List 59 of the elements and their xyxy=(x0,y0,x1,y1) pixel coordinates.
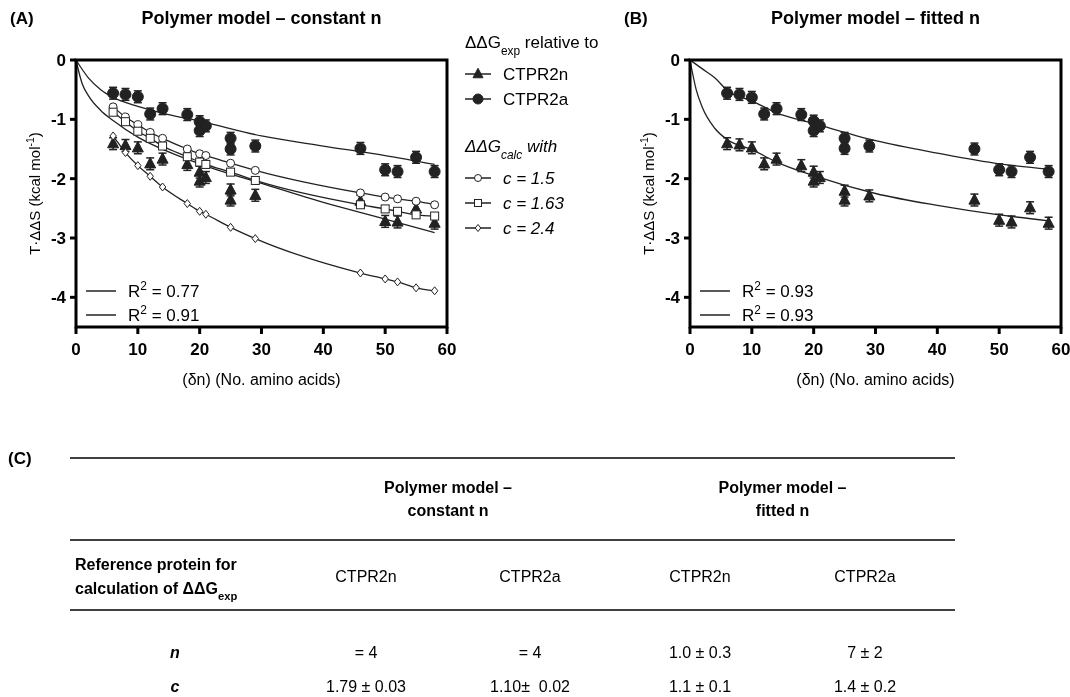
category-label: Reference protein for calculation of ΔΔG$_{exp}$ xyxy=(75,556,238,602)
y-tick-label: -4 xyxy=(664,288,681,308)
text: Polymer model – fitted n xyxy=(718,479,847,519)
legend-label: c = 2.4 xyxy=(503,219,555,238)
y-tick-label: 0 xyxy=(670,51,680,70)
category-label: CTPR2n xyxy=(669,568,731,585)
legend-label: R$^{2}$ = 0.77 xyxy=(128,279,200,301)
text: 1.1 ± 0.1 xyxy=(668,678,732,695)
y-tick-label: -1 xyxy=(664,110,680,130)
legend-label: R$^{2}$ = 0.91 xyxy=(128,303,200,325)
x-tick-label: 50 xyxy=(989,340,1009,359)
chart-title: Polymer model – fitted n xyxy=(770,8,981,28)
legend-label: c = 1.63 xyxy=(503,194,565,213)
x-tick-label: 40 xyxy=(313,340,333,359)
legend-label: R$^{2}$ = 0.93 xyxy=(742,279,814,301)
y-tick-label: -2 xyxy=(50,169,66,189)
text: Polymer model – constant n xyxy=(383,479,513,519)
category-label: CTPR2a xyxy=(499,568,561,585)
y-tick-label: 0 xyxy=(56,51,66,70)
x-tick-label: 0 xyxy=(71,340,81,359)
y-tick-label: -3 xyxy=(664,229,680,248)
x-axis-title: (δn) (No. amino acids) xyxy=(182,371,341,388)
y-tick-label: -3 xyxy=(50,229,66,248)
category-label: CTPR2n xyxy=(335,568,397,585)
category-label: c xyxy=(170,678,180,695)
x-tick-label: 10 xyxy=(742,340,762,359)
x-tick-label: 30 xyxy=(866,340,885,359)
legend-title: ΔΔG$_{exp}$ relative to xyxy=(465,33,599,58)
x-axis-title: (δn) (No. amino acids) xyxy=(796,371,955,388)
y-tick-label: -2 xyxy=(664,169,680,189)
y-tick-label: -1 xyxy=(50,110,66,130)
x-tick-label: 10 xyxy=(128,340,148,359)
x-tick-label: 50 xyxy=(375,340,395,359)
x-tick-label: 60 xyxy=(1051,340,1070,359)
legend-label: R$^{2}$ = 0.93 xyxy=(742,303,814,325)
text: 1.79 ± 0.03 xyxy=(326,678,406,695)
text: (B) xyxy=(624,9,648,28)
text: = 4 xyxy=(354,644,378,661)
chart-title: Polymer model – constant n xyxy=(141,8,382,28)
legend-label: CTPR2n xyxy=(503,65,569,84)
category-label: CTPR2a xyxy=(834,568,896,585)
x-tick-label: 20 xyxy=(190,340,210,359)
legend-label: CTPR2a xyxy=(503,90,569,109)
text: ΔΔG$_{calc}$ with xyxy=(464,137,558,162)
x-tick-label: 30 xyxy=(252,340,271,359)
text: 1.4 ± 0.2 xyxy=(833,678,897,695)
text: (A) xyxy=(10,9,34,28)
x-tick-label: 0 xyxy=(685,340,695,359)
text: (C) xyxy=(8,449,32,468)
text: = 4 xyxy=(518,644,542,661)
x-tick-label: 60 xyxy=(437,340,457,359)
x-tick-label: 40 xyxy=(927,340,947,359)
text: 1.0 ± 0.3 xyxy=(668,644,732,661)
category-label: n xyxy=(170,644,180,661)
text: 7 ± 2 xyxy=(847,644,883,661)
y-tick-label: -4 xyxy=(50,288,67,308)
legend-label: c = 1.5 xyxy=(503,169,556,188)
x-tick-label: 20 xyxy=(804,340,824,359)
text: 1.10± 0.02 xyxy=(490,678,570,695)
